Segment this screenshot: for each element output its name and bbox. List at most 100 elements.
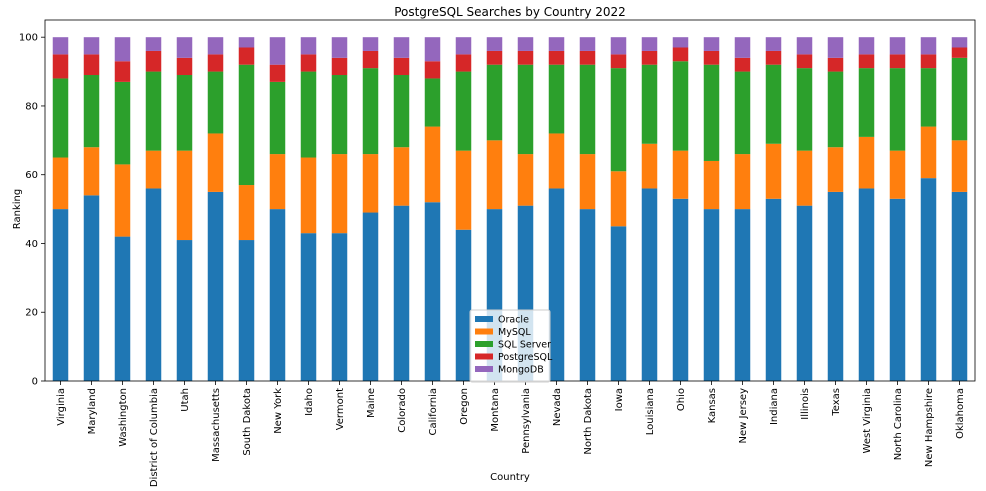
bar-oracle-illinois bbox=[796, 205, 813, 381]
bar-postgresql-colorado bbox=[393, 57, 410, 76]
bar-mongodb-north-dakota bbox=[579, 37, 596, 51]
y-tick-label: 60 bbox=[25, 170, 38, 181]
x-tick-label: New Jersey bbox=[738, 388, 749, 444]
bar-sql-server-new-york bbox=[269, 81, 286, 155]
bar-oracle-new-jersey bbox=[734, 209, 751, 381]
bar-mongodb-louisiana bbox=[641, 37, 658, 51]
bar-oracle-vermont bbox=[331, 233, 348, 381]
bar-sql-server-indiana bbox=[765, 64, 782, 144]
bar-mongodb-north-carolina bbox=[889, 37, 906, 55]
bar-postgresql-indiana bbox=[765, 50, 782, 65]
bar-postgresql-new-york bbox=[269, 64, 286, 82]
x-tick-label: New Hampshire bbox=[924, 388, 935, 467]
bar-mongodb-oregon bbox=[455, 37, 472, 55]
y-tick-label: 40 bbox=[25, 239, 38, 250]
bar-postgresql-vermont bbox=[331, 57, 348, 76]
bar-mysql-colorado bbox=[393, 147, 410, 206]
bar-mysql-pennsylvania bbox=[517, 154, 534, 206]
bar-oracle-west-virginia bbox=[858, 188, 875, 381]
bar-sql-server-texas bbox=[827, 71, 844, 148]
bar-oracle-maine bbox=[362, 212, 379, 381]
x-tick-label: Utah bbox=[180, 388, 191, 412]
bar-sql-server-california bbox=[424, 78, 441, 127]
bar-mysql-north-dakota bbox=[579, 154, 596, 210]
bar-postgresql-new-jersey bbox=[734, 57, 751, 72]
y-tick-label: 0 bbox=[32, 377, 38, 388]
bars-group bbox=[52, 37, 968, 381]
x-tick-label: South Dakota bbox=[242, 388, 253, 456]
bar-postgresql-kansas bbox=[703, 50, 720, 65]
bar-mysql-new-hampshire bbox=[920, 126, 937, 179]
bar-sql-server-south-dakota bbox=[238, 64, 255, 186]
bar-mongodb-new-jersey bbox=[734, 37, 751, 58]
bar-sql-server-west-virginia bbox=[858, 68, 875, 137]
bar-mysql-vermont bbox=[331, 154, 348, 234]
bar-postgresql-idaho bbox=[300, 54, 317, 72]
bar-sql-server-virginia bbox=[52, 78, 69, 158]
x-tick-label: Nevada bbox=[552, 388, 563, 426]
bar-mongodb-idaho bbox=[300, 37, 317, 55]
bar-postgresql-maryland bbox=[83, 54, 100, 76]
bar-mongodb-west-virginia bbox=[858, 37, 875, 55]
bar-postgresql-montana bbox=[486, 50, 503, 65]
bar-postgresql-north-carolina bbox=[889, 54, 906, 69]
x-tick-label: Montana bbox=[490, 388, 501, 432]
x-tick-label: Pennsylvania bbox=[521, 388, 532, 454]
bar-oracle-south-dakota bbox=[238, 240, 255, 381]
bar-oracle-north-carolina bbox=[889, 198, 906, 381]
bar-oracle-massachusetts bbox=[207, 191, 224, 381]
x-tick-label: North Dakota bbox=[583, 388, 594, 455]
bar-mysql-utah bbox=[176, 150, 193, 241]
bar-mongodb-maryland bbox=[83, 37, 100, 55]
bar-sql-server-oklahoma bbox=[951, 57, 968, 141]
bar-mongodb-new-york bbox=[269, 37, 286, 65]
bar-sql-server-pennsylvania bbox=[517, 64, 534, 155]
x-tick-label: Virginia bbox=[56, 388, 67, 426]
bar-postgresql-california bbox=[424, 61, 441, 79]
bar-oracle-idaho bbox=[300, 233, 317, 381]
x-tick-label: District of Columbia bbox=[149, 388, 160, 487]
x-tick-label: Texas bbox=[831, 388, 842, 417]
bar-oracle-utah bbox=[176, 240, 193, 381]
bar-mongodb-ohio bbox=[672, 37, 689, 48]
bar-sql-server-maryland bbox=[83, 75, 100, 148]
bar-mysql-iowa bbox=[610, 171, 627, 227]
bar-mysql-north-carolina bbox=[889, 150, 906, 199]
bar-mysql-nevada bbox=[548, 133, 565, 189]
x-tick-label: Vermont bbox=[335, 388, 346, 430]
legend-label: PostgreSQL bbox=[498, 352, 553, 363]
bar-oracle-ohio bbox=[672, 198, 689, 381]
bar-sql-server-ohio bbox=[672, 61, 689, 151]
bar-oracle-indiana bbox=[765, 198, 782, 381]
y-axis-label: Ranking bbox=[12, 189, 23, 229]
bar-sql-server-iowa bbox=[610, 68, 627, 172]
bar-oracle-california bbox=[424, 202, 441, 381]
bar-mongodb-colorado bbox=[393, 37, 410, 58]
bar-mongodb-massachusetts bbox=[207, 37, 224, 55]
bar-mongodb-illinois bbox=[796, 37, 813, 55]
x-tick-label: California bbox=[428, 388, 439, 436]
legend-label: MongoDB bbox=[498, 365, 544, 376]
bar-sql-server-utah bbox=[176, 75, 193, 151]
bar-postgresql-oklahoma bbox=[951, 47, 968, 58]
bar-postgresql-ohio bbox=[672, 47, 689, 62]
bar-mongodb-district-of-columbia bbox=[145, 37, 162, 51]
legend-swatch bbox=[475, 366, 493, 372]
x-tick-label: Oklahoma bbox=[955, 388, 966, 439]
bar-oracle-new-hampshire bbox=[920, 178, 937, 381]
bar-postgresql-illinois bbox=[796, 54, 813, 69]
y-tick-label: 100 bbox=[19, 33, 38, 44]
bar-mongodb-utah bbox=[176, 37, 193, 58]
bar-mysql-south-dakota bbox=[238, 185, 255, 241]
bar-mongodb-iowa bbox=[610, 37, 627, 55]
bar-mongodb-new-hampshire bbox=[920, 37, 937, 55]
bar-mysql-ohio bbox=[672, 150, 689, 199]
bar-mysql-virginia bbox=[52, 157, 69, 210]
bar-oracle-north-dakota bbox=[579, 209, 596, 381]
bar-oracle-kansas bbox=[703, 209, 720, 381]
x-tick-label: North Carolina bbox=[893, 388, 904, 460]
bar-sql-server-washington bbox=[114, 81, 131, 165]
bar-mysql-louisiana bbox=[641, 143, 658, 189]
